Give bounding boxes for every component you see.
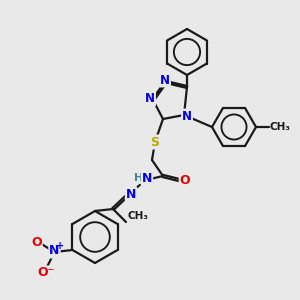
Text: CH₃: CH₃ — [127, 211, 148, 221]
Text: N: N — [142, 172, 152, 185]
Text: S: S — [151, 136, 160, 148]
Text: +: + — [56, 241, 64, 251]
Text: O⁻: O⁻ — [38, 266, 55, 280]
Text: N: N — [49, 244, 60, 257]
Text: CH₃: CH₃ — [270, 122, 291, 132]
Text: H: H — [134, 173, 144, 183]
Text: N: N — [160, 74, 170, 86]
Text: O: O — [31, 236, 42, 248]
Text: O: O — [180, 173, 190, 187]
Text: N: N — [182, 110, 192, 122]
Text: N: N — [126, 188, 136, 200]
Text: N: N — [145, 92, 155, 106]
